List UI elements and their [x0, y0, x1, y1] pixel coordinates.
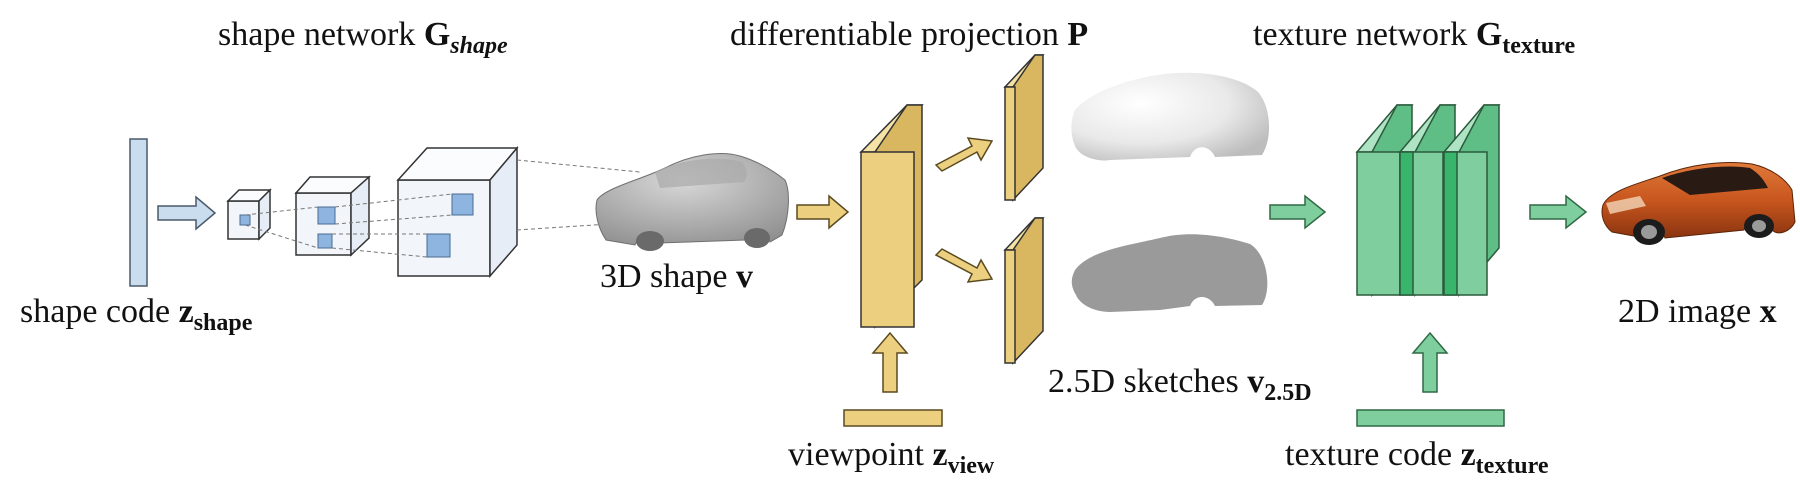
3d-shape-label: 3D shape v [600, 258, 753, 295]
arrow-shape-code-to-network [157, 195, 217, 231]
projection-panel [859, 104, 924, 329]
projection-label: differentiable projection P [730, 16, 1088, 53]
arrow-viewpoint-up [871, 331, 909, 393]
2d-image-label: 2D image x [1618, 293, 1777, 330]
car-mesh-icon [595, 153, 789, 251]
arrow-projection-to-depth [934, 137, 994, 172]
arrow-texture-code-up [1411, 331, 1449, 393]
texture-network-label: texture network Gtexture [1253, 16, 1575, 59]
arrow-sketches-to-texture-network [1269, 194, 1327, 230]
sketch-panel-top [1003, 54, 1045, 202]
texture-net-panel-3 [1442, 104, 1501, 298]
arrow-projection-to-silhouette [934, 248, 994, 283]
shape-net-cube-small [226, 188, 272, 241]
silhouette-sketch-icon [1071, 234, 1268, 312]
viewpoint-code-bar [843, 409, 943, 427]
arrow-shape-to-projection [796, 194, 850, 230]
viewpoint-label: viewpoint zview [788, 436, 995, 479]
texture-code-bar [1356, 409, 1505, 427]
shape-network-label: shape network Gshape [218, 16, 508, 59]
shape-code-bar [129, 138, 148, 287]
shape-net-cube-large [396, 145, 519, 279]
car-photo-icon [1601, 162, 1796, 245]
arrow-texture-network-to-image [1529, 194, 1588, 230]
sketches-label: 2.5D sketches v2.5D [1048, 363, 1312, 406]
depth-sketch-icon [1071, 72, 1270, 161]
shape-net-cube-medium [294, 175, 371, 257]
sketch-panel-bottom [1003, 217, 1045, 365]
texture-code-label: texture code ztexture [1285, 436, 1549, 479]
shape-code-label: shape code zshape [20, 293, 253, 336]
shape-net-dashed-connectors [244, 159, 641, 258]
